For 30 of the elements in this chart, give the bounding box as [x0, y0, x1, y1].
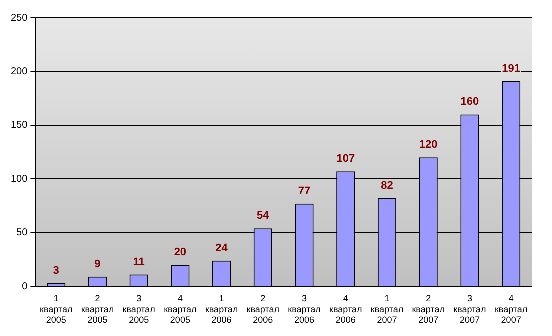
y-tick-label: 200 — [10, 66, 28, 78]
data-label: 11 — [133, 256, 145, 268]
data-label: 82 — [381, 180, 394, 192]
x-tick-label: 4 квартал 2007 — [494, 293, 528, 326]
data-label: 9 — [94, 258, 101, 270]
x-tick-label: 2 квартал 2006 — [246, 293, 280, 326]
y-tick-label: 0 — [22, 281, 28, 292]
x-tick-label: 2 квартал 2005 — [81, 293, 114, 326]
y-tick-label: 250 — [10, 12, 28, 24]
x-tick-label: 4 квартал 2006 — [330, 293, 362, 326]
data-label: 160 — [460, 96, 480, 108]
y-tick-label: 150 — [10, 120, 28, 132]
x-tick-label: 3 квартал 2006 — [288, 293, 321, 326]
data-label: 54 — [257, 210, 270, 222]
data-label: 107 — [336, 153, 356, 166]
x-tick-label: 2 квартал 2007 — [412, 293, 445, 326]
data-label: 20 — [174, 246, 187, 259]
data-label: 191 — [502, 62, 520, 75]
data-label: 3 — [53, 264, 60, 277]
y-tick-label: 100 — [10, 174, 28, 185]
x-tick-label: 4 квартал 2005 — [164, 293, 197, 326]
data-label: 24 — [216, 242, 229, 254]
y-tick-label: 50 — [16, 228, 28, 239]
x-tick-label: 1 квартал 2006 — [205, 293, 238, 326]
x-tick-label: 3 квартал 2007 — [454, 293, 486, 326]
x-tick-label: 1 квартал 2007 — [370, 293, 404, 326]
data-label: 77 — [298, 185, 311, 198]
x-tick-label: 3 квартал 2005 — [122, 293, 156, 326]
x-tick-label: 1 квартал 2005 — [40, 293, 73, 326]
data-label: 120 — [419, 139, 438, 152]
